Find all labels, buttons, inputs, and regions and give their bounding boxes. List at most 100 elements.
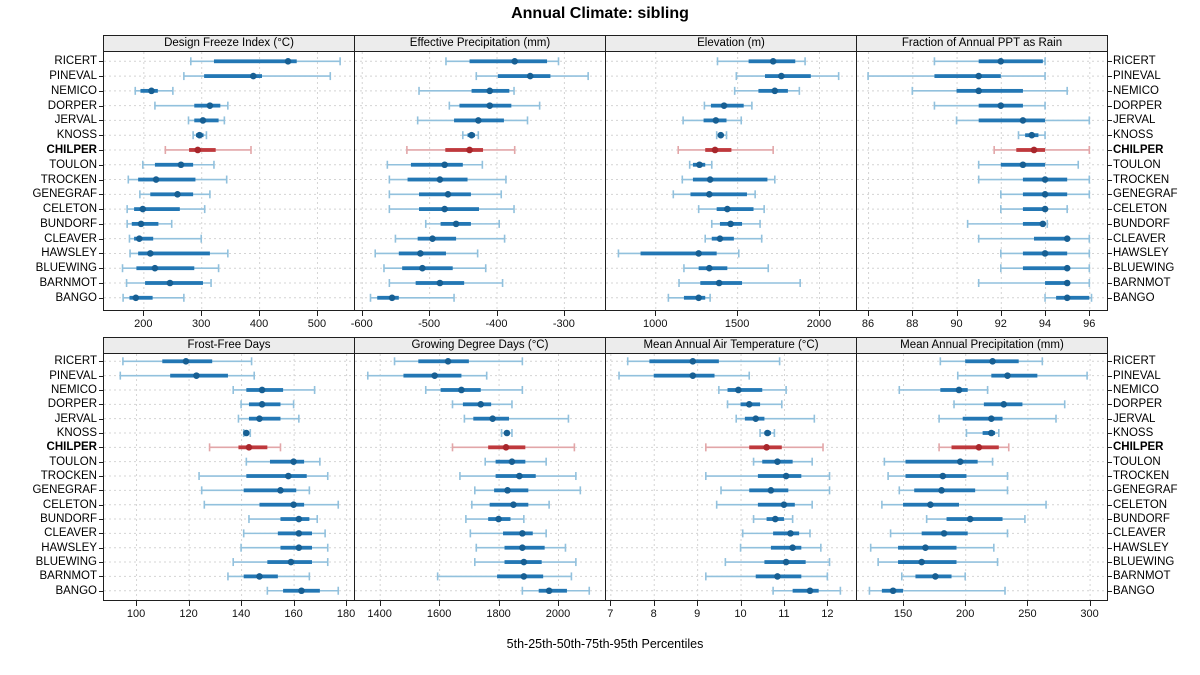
x-tick-mark (903, 601, 905, 606)
site-label-right: CHILPER (1113, 144, 1164, 156)
percentile-glyph-hawsley (617, 249, 740, 258)
percentile-glyph-nemico (911, 86, 1068, 95)
panel-0: Design Freeze Index (°C) (103, 35, 355, 311)
percentile-glyph-cleaver (977, 234, 1091, 243)
percentile-glyph-ricert (626, 357, 781, 366)
median-dot (1063, 264, 1071, 272)
iqr-bar (940, 388, 968, 392)
iqr-bar (649, 359, 719, 364)
iqr-bar (956, 88, 1023, 93)
iqr-bar (1022, 221, 1046, 226)
percentile-glyph-jerval (735, 414, 816, 423)
x-tick-mark (697, 601, 699, 606)
site-label-right: PINEVAL (1113, 370, 1161, 382)
percentile-glyph-cleaver (889, 529, 1009, 538)
percentile-glyph-pineval (119, 371, 256, 380)
row-tick-left (99, 361, 103, 362)
iqr-bar (418, 359, 469, 364)
median-dot (780, 501, 788, 508)
percentile-glyph-toulon (245, 457, 321, 466)
row-tick-left (99, 283, 103, 284)
panel-strip-title: Effective Precipitation (mm) (355, 36, 605, 52)
site-label-right: HAWSLEY (1113, 247, 1169, 259)
row-tick-left (99, 180, 103, 181)
percentile-glyph-bundorf (752, 515, 794, 524)
site-label-right: RICERT (1113, 55, 1156, 67)
percentile-glyph-pineval (956, 371, 1088, 380)
row-tick-right (1108, 361, 1112, 362)
x-tick-label: 2000 (545, 608, 571, 620)
percentile-glyph-trocken (459, 472, 577, 481)
iqr-bar (495, 474, 536, 478)
percentile-glyph-bluewing (1000, 264, 1091, 273)
site-label-left: BARNMOT (39, 277, 98, 289)
iqr-bar (497, 74, 551, 78)
median-dot (771, 515, 779, 523)
median-dot (152, 176, 160, 183)
row-tick-right (1108, 194, 1112, 195)
percentile-glyph-pineval (366, 371, 488, 380)
site-label-left: PINEVAL (49, 370, 97, 382)
median-dot (477, 401, 485, 408)
percentile-glyph-hawsley (374, 249, 479, 258)
x-tick-label: 1400 (367, 608, 392, 620)
site-label-left: BANGO (55, 585, 97, 597)
percentile-glyph-bluewing (473, 558, 577, 567)
site-label-left: HAWSLEY (41, 542, 97, 554)
percentile-glyph-toulon (141, 160, 215, 169)
iqr-bar (991, 373, 1038, 378)
percentile-glyph-nemico (134, 86, 174, 95)
x-tick-mark (293, 601, 295, 606)
percentile-glyph-cleaver (741, 529, 811, 538)
iqr-bar (154, 162, 194, 167)
site-label-left: DORPER (47, 398, 97, 410)
percentile-glyph-dorper (933, 101, 1046, 110)
site-label-right: TOULON (1113, 159, 1161, 171)
median-dot (752, 415, 760, 422)
percentile-glyph-bluewing (724, 558, 831, 567)
x-tick-label: 90 (950, 318, 963, 330)
median-dot (975, 444, 983, 451)
median-dot (689, 372, 697, 379)
site-label-right: BARNMOT (1113, 570, 1171, 582)
median-dot (695, 294, 702, 302)
row-tick-left (99, 120, 103, 121)
site-label-right: TROCKEN (1113, 470, 1170, 482)
x-tick-mark (136, 601, 138, 606)
panel-body (355, 354, 605, 600)
median-dot (174, 191, 181, 198)
iqr-bar (419, 207, 479, 211)
median-dot (706, 264, 713, 272)
row-tick-left (99, 61, 103, 62)
percentile-glyph-genegraf (388, 190, 503, 199)
median-dot (1041, 250, 1049, 257)
iqr-bar (698, 266, 728, 271)
site-label-right: TOULON (1113, 456, 1161, 468)
median-dot (1063, 235, 1071, 242)
percentile-glyph-ricert (933, 57, 1046, 66)
panel-1: Effective Precipitation (mm) (354, 35, 606, 311)
percentile-glyph-barnmot (436, 572, 573, 581)
site-label-right: CLEAVER (1113, 527, 1166, 539)
median-dot (182, 358, 190, 365)
median-dot (955, 386, 963, 394)
median-dot (475, 117, 482, 124)
row-tick-right (1108, 120, 1112, 121)
median-dot (1004, 372, 1011, 379)
percentile-glyph-bango (266, 586, 340, 595)
percentile-glyph-genegraf (200, 486, 311, 495)
row-tick-right (1108, 562, 1112, 563)
iqr-bar (129, 295, 153, 300)
site-label-right: BANGO (1113, 585, 1155, 597)
site-label-left: KNOSS (56, 427, 97, 439)
iqr-bar (1022, 266, 1070, 271)
percentile-glyph-celeton (388, 205, 515, 214)
site-label-right: RICERT (1113, 355, 1156, 367)
percentile-glyph-barnmot (125, 279, 212, 287)
site-label-left: BUNDORF (40, 513, 97, 525)
site-label-right: CELETON (1113, 499, 1168, 511)
median-dot (429, 235, 436, 242)
row-tick-left (99, 562, 103, 563)
x-tick-label: 180 (336, 608, 356, 620)
percentile-glyph-bundorf (925, 515, 1026, 524)
